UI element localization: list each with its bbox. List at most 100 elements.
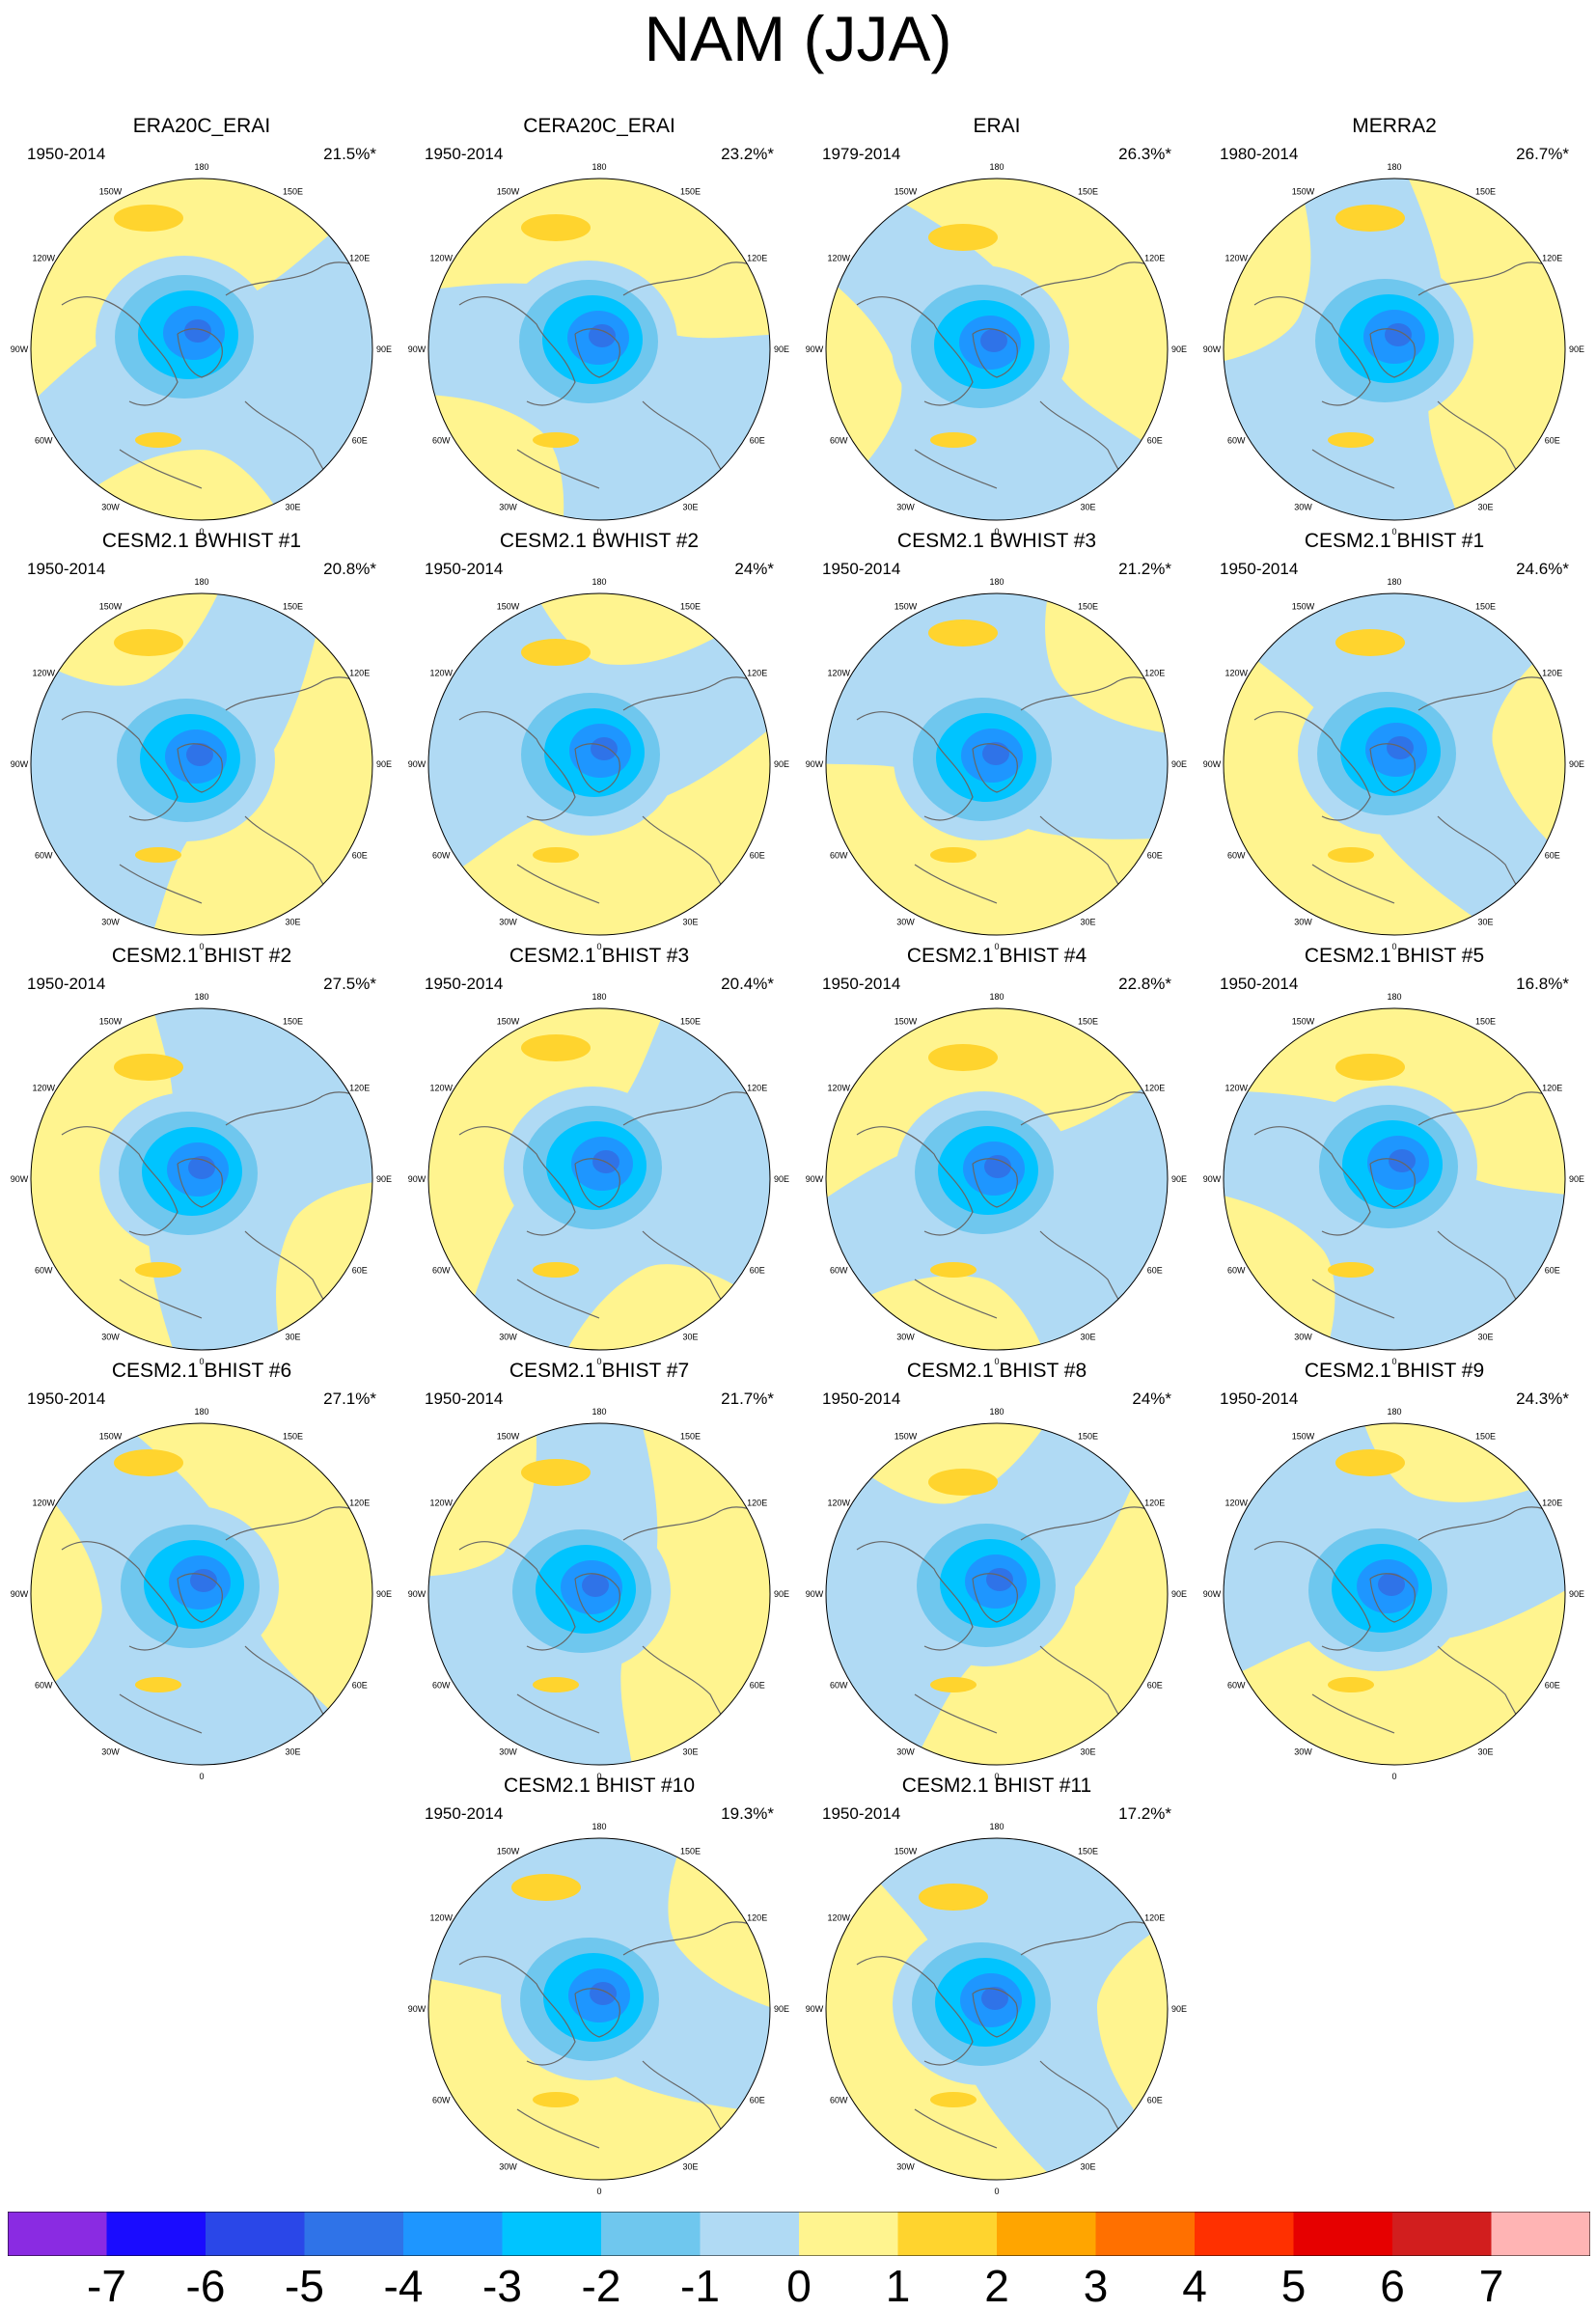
positive-patch xyxy=(114,1054,183,1081)
longitude-label: 150W xyxy=(894,186,918,196)
longitude-label: 30E xyxy=(285,1747,300,1757)
longitude-label: 60E xyxy=(352,1266,368,1276)
longitude-label: 120W xyxy=(828,254,851,263)
positive-patch xyxy=(928,224,998,251)
coastline xyxy=(972,743,1018,793)
map-boundary xyxy=(825,592,1169,936)
polar-cap-level-4 xyxy=(591,737,618,760)
longitude-label: 150E xyxy=(1078,1846,1098,1856)
polar-cap-level-4 xyxy=(1378,1573,1405,1596)
longitude-label: 90E xyxy=(1171,759,1187,769)
panel-period: 1950-2014 xyxy=(27,560,106,578)
longitude-label: 30E xyxy=(1080,2162,1095,2172)
map-boundary xyxy=(427,1422,771,1766)
map-panel: MERRA2 1980-2014 26.7%* 180 150E 120E 90E 60E 30… xyxy=(1197,114,1592,536)
coastline xyxy=(1253,711,1371,821)
longitude-label: 180 xyxy=(1387,1407,1401,1417)
longitude-label: 30W xyxy=(896,1747,915,1757)
longitude-label: 120E xyxy=(1144,254,1165,263)
colorbar-tick-label: 2 xyxy=(984,2261,1009,2311)
longitude-label: 90E xyxy=(774,2004,789,2014)
longitude-label: 60W xyxy=(35,1681,53,1691)
longitude-label: 30W xyxy=(101,503,120,512)
longitude-label: 60W xyxy=(830,1681,848,1691)
map-panel: CESM2.1 BHIST #8 1950-2014 24%* 180 150E 120E… xyxy=(799,1359,1195,1781)
coastline xyxy=(1369,328,1416,378)
map-boundary xyxy=(1223,178,1566,521)
panel-title: CESM2.1 BHIST #9 xyxy=(1304,1360,1485,1382)
polar-map: 180 150E 120E 90E 60E 30E 0 30W 60W 90W 120W 150W xyxy=(1203,1407,1584,1781)
panel-title: CESM2.1 BHIST #4 xyxy=(906,945,1087,967)
positive-patch xyxy=(930,1262,977,1278)
longitude-label: 60W xyxy=(35,436,53,446)
panel-variance-explained: 19.3%* xyxy=(721,1804,774,1823)
map-boundary xyxy=(427,178,771,521)
longitude-label: 60E xyxy=(352,851,368,861)
longitude-label: 30E xyxy=(1080,503,1095,512)
map-panel: CESM2.1 BHIST #10 1950-2014 19.3%* 180 150E 1… xyxy=(401,1774,797,2196)
longitude-label: 90E xyxy=(1569,1174,1584,1184)
longitude-label: 60W xyxy=(1227,1681,1246,1691)
coastline xyxy=(574,1158,620,1208)
coastline xyxy=(119,1693,203,1734)
longitude-label: 30E xyxy=(1477,918,1493,927)
longitude-label: 90W xyxy=(806,2004,824,2014)
longitude-label: 0 xyxy=(199,942,204,951)
panel-period: 1950-2014 xyxy=(822,975,901,993)
map-panel: ERAI 1979-2014 26.3%* 180 150E 120E 90E 60E 30E 0… xyxy=(799,114,1195,536)
positive-patch xyxy=(511,1874,581,1901)
longitude-label: 150W xyxy=(99,186,123,196)
longitude-label: 150E xyxy=(1078,1016,1098,1026)
longitude-label: 60W xyxy=(432,1266,451,1276)
longitude-label: 120W xyxy=(430,1084,454,1093)
longitude-label: 30E xyxy=(1080,1747,1095,1757)
colorbar-tick-label: -7 xyxy=(87,2261,126,2311)
polar-map: 180 150E 120E 90E 60E 30E 0 30W 60W 90W 120W 150W xyxy=(408,992,789,1366)
longitude-label: 90W xyxy=(806,759,824,769)
colorbar-tick-label: 7 xyxy=(1478,2261,1504,2311)
longitude-label: 120E xyxy=(747,254,767,263)
longitude-label: 90E xyxy=(1171,1174,1187,1184)
longitude-label: 150W xyxy=(1292,1016,1315,1026)
longitude-label: 60W xyxy=(432,2096,451,2105)
longitude-label: 30W xyxy=(101,1333,120,1342)
longitude-label: 0 xyxy=(596,942,601,951)
panel-title: MERRA2 xyxy=(1352,115,1437,137)
longitude-label: 90E xyxy=(1569,1589,1584,1599)
longitude-label: 120W xyxy=(33,254,56,263)
longitude-label: 30E xyxy=(1080,918,1095,927)
longitude-label: 150W xyxy=(497,1016,520,1026)
coastline xyxy=(177,328,223,378)
longitude-label: 60E xyxy=(750,1681,765,1691)
longitude-label: 30E xyxy=(1080,1333,1095,1342)
longitude-label: 90W xyxy=(11,1174,29,1184)
coastline xyxy=(516,1279,600,1319)
colorbar-swatch xyxy=(799,2212,898,2256)
polar-cap-level-4 xyxy=(980,329,1007,352)
colorbar-swatch xyxy=(897,2212,998,2256)
polar-map: 180 150E 120E 90E 60E 30E 0 30W 60W 90W 120W 150W xyxy=(1203,992,1584,1366)
longitude-label: 0 xyxy=(994,1357,999,1366)
longitude-label: 90E xyxy=(376,344,392,354)
map-boundary xyxy=(427,592,771,936)
positive-patch xyxy=(521,1034,591,1061)
longitude-label: 90W xyxy=(11,344,29,354)
polar-cap-level-4 xyxy=(589,324,616,347)
positive-patch xyxy=(1335,1449,1405,1476)
panel-period: 1950-2014 xyxy=(27,1389,106,1408)
positive-patch xyxy=(521,1459,591,1486)
coastline xyxy=(177,1573,223,1623)
positive-patch xyxy=(114,1449,183,1476)
coastline xyxy=(856,711,974,821)
polar-cap-level-4 xyxy=(582,1574,609,1597)
longitude-label: 180 xyxy=(989,162,1004,172)
panel-variance-explained: 26.3%* xyxy=(1118,145,1171,163)
longitude-label: 90W xyxy=(408,1589,427,1599)
map-panel: CESM2.1 BHIST #7 1950-2014 21.7%* 180 150E 12… xyxy=(401,1359,797,1781)
longitude-label: 30W xyxy=(1294,1333,1312,1342)
longitude-label: 120E xyxy=(747,1084,767,1093)
longitude-label: 150E xyxy=(680,1431,701,1441)
longitude-label: 60E xyxy=(750,2096,765,2105)
longitude-label: 30E xyxy=(285,1333,300,1342)
longitude-label: 150W xyxy=(894,601,918,611)
